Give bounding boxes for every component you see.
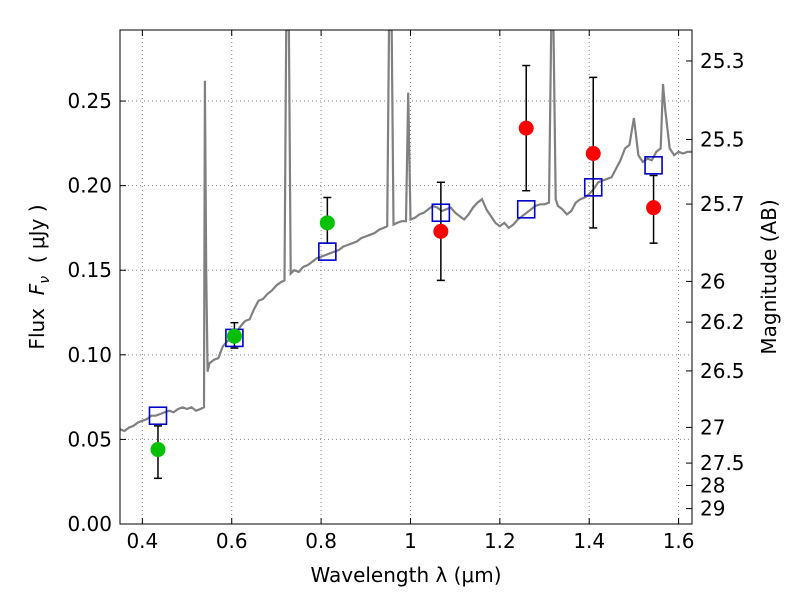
y2-tick-label: 25.5 [700,127,745,151]
model-spectrum-line [120,30,692,433]
y-axis-label: Flux Fν ( μJy ) [25,204,53,349]
plot-frame [119,29,693,525]
green-data-point [319,215,335,231]
y-tick-label: 0.05 [67,427,112,451]
y2-tick-label: 26.5 [700,359,745,383]
y2-tick-label: 25.7 [700,192,745,216]
y2-tick-label: 26 [700,269,725,293]
red-data-point [433,223,449,239]
x-tick-label: 0.8 [305,529,337,553]
x-tick-label: 0.6 [216,529,248,553]
green-data-point [226,328,242,344]
x-tick-label: 1.6 [663,529,695,553]
tick-labels: 0.4 0.6 0.8 1 1.2 1.4 1.6 0.00 0.05 0.10 0.15 0.20 0… [67,49,744,553]
x-axis-label: Wavelength λ (μm) [310,563,501,587]
y-tick-label: 0.00 [67,512,112,536]
green-data-point [150,442,166,458]
y-tick-label: 0.15 [67,258,112,282]
y2-tick-label: 28 [700,473,725,497]
y2-tick-label: 27.5 [700,451,745,475]
red-data-point [518,120,534,136]
red-data-point [585,146,601,161]
axis-ticks [120,30,692,525]
x-tick-label: 1.2 [484,529,516,553]
y2-tick-label: 25.3 [700,49,745,73]
red-data-point [646,200,662,216]
model-photometry-square [516,200,536,219]
y2-tick-label: 27 [700,415,725,439]
y2-axis-label: Magnitude (AB) [757,199,781,354]
x-tick-label: 1.4 [573,529,605,553]
x-tick-label: 1 [404,529,417,553]
model-photometry-square [148,406,168,426]
y-tick-label: 0.10 [67,343,112,367]
y2-tick-label: 29 [700,497,725,521]
model-photometry-square [644,156,663,175]
y-tick-label: 0.20 [67,174,112,198]
x-tick-label: 0.4 [126,529,158,553]
y2-tick-label: 26.2 [700,310,745,334]
model-photometry-square [318,242,337,261]
model-photometry-square [431,203,451,223]
plot-area [120,30,692,480]
model-photometry-square [583,178,603,197]
y-tick-label: 0.25 [67,89,112,113]
